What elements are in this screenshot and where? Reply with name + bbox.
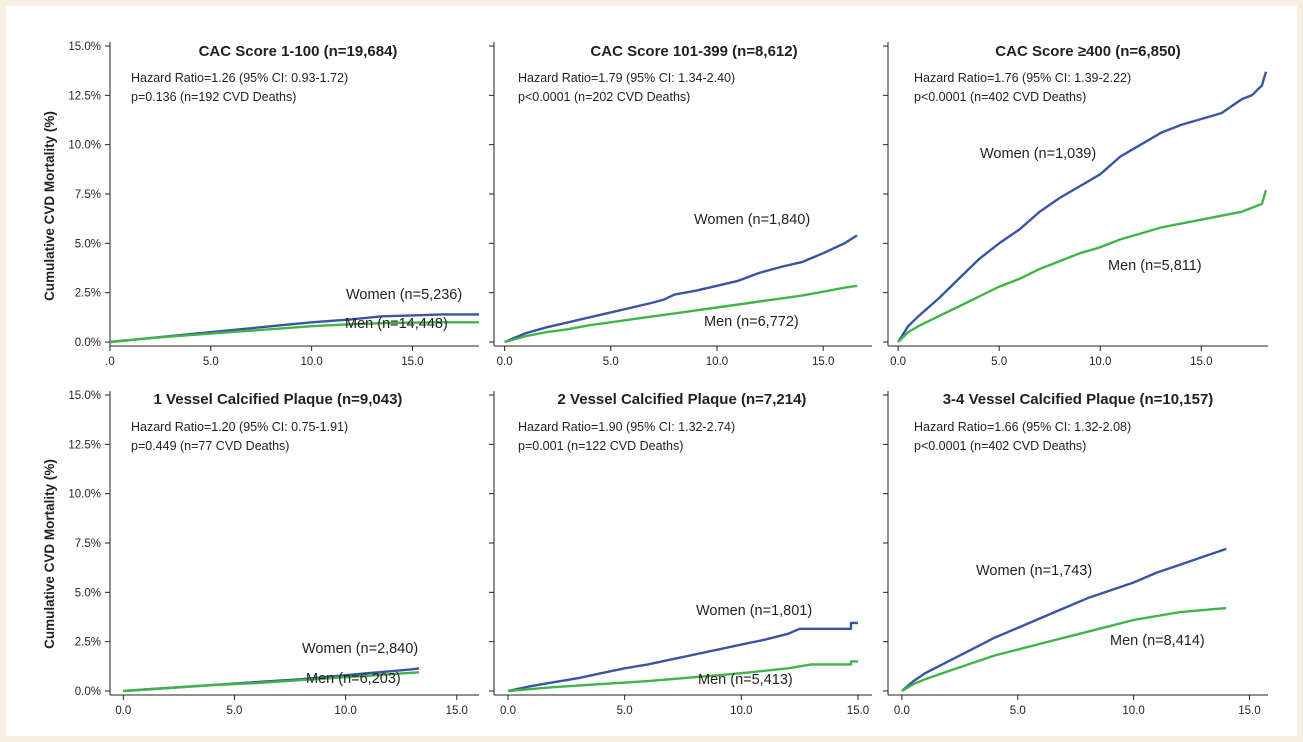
women-curve-label: Women (n=5,236) bbox=[346, 287, 462, 303]
y-tick-label: 15.0% bbox=[68, 390, 101, 402]
women-curve bbox=[897, 71, 1268, 343]
y-tick-label: 10.0% bbox=[68, 489, 101, 501]
x-tick-label: 0.0 bbox=[890, 356, 906, 368]
km-chart-grid: Cumulative CVD Mortality (%) Cumulative … bbox=[42, 41, 1268, 717]
x-tick-label: 15.0 bbox=[1190, 356, 1212, 368]
x-tick-label: 10.0 bbox=[706, 356, 728, 368]
y-tick-label: 12.5% bbox=[68, 90, 101, 102]
men-curve-label: Men (n=14,448) bbox=[345, 316, 448, 332]
men-curve bbox=[123, 671, 420, 693]
x-tick-label: 0.0 bbox=[497, 356, 513, 368]
men-curve-label: Men (n=5,811) bbox=[1108, 258, 1202, 274]
hazard-ratio-text: Hazard Ratio=1.20 (95% CI: 0.75-1.91) bbox=[131, 420, 348, 434]
panel-title: CAC Score ≥400 (n=6,850) bbox=[995, 43, 1180, 60]
hazard-ratio-text: Hazard Ratio=1.90 (95% CI: 1.32-2.74) bbox=[518, 420, 735, 434]
panel-cac-101-399: CAC Score 101-399 (n=8,612) Hazard Ratio… bbox=[489, 42, 872, 368]
y-tick-label: 2.5% bbox=[75, 637, 101, 649]
panel-title: CAC Score 1-100 (n=19,684) bbox=[199, 43, 398, 60]
y-tick-label: 5.0% bbox=[75, 238, 101, 250]
men-curve-label: Men (n=6,203) bbox=[306, 671, 401, 687]
y-tick-label: 15.0% bbox=[68, 41, 101, 53]
x-tick-label: 5.0 bbox=[203, 356, 219, 368]
x-tick-label: 10.0 bbox=[334, 705, 356, 717]
hazard-ratio-text: Hazard Ratio=1.26 (95% CI: 0.93-1.72) bbox=[131, 71, 348, 85]
x-tick-label: 15.0 bbox=[812, 356, 834, 368]
women-curve-label: Women (n=2,840) bbox=[302, 641, 418, 657]
men-curve bbox=[901, 606, 1227, 693]
x-tick-label: 15.0 bbox=[1238, 705, 1260, 717]
x-tick-label: 0.0 bbox=[500, 705, 516, 717]
x-tick-label: 10.0 bbox=[730, 705, 752, 717]
y-tick-label: 12.5% bbox=[68, 439, 101, 451]
men-curve bbox=[109, 321, 479, 344]
hazard-ratio-text: Hazard Ratio=1.79 (95% CI: 1.34-2.40) bbox=[518, 71, 735, 85]
x-tick-label: 10.0 bbox=[1089, 356, 1111, 368]
panel-cac-1-100: CAC Score 1-100 (n=19,684) Hazard Ratio=… bbox=[68, 41, 479, 368]
x-tick-label: 5.0 bbox=[226, 705, 242, 717]
km-figure: Cumulative CVD Mortality (%) Cumulative … bbox=[6, 6, 1297, 736]
x-tick-label: .0 bbox=[105, 356, 115, 368]
panel-title: 2 Vessel Calcified Plaque (n=7,214) bbox=[558, 391, 807, 408]
y-tick-label: 10.0% bbox=[68, 140, 101, 152]
women-curve bbox=[504, 234, 858, 344]
p-value-text: p<0.0001 (n=202 CVD Deaths) bbox=[518, 90, 690, 104]
p-value-text: p<0.0001 (n=402 CVD Deaths) bbox=[914, 90, 1086, 104]
y-axis-label: Cumulative CVD Mortality (%) bbox=[42, 459, 57, 649]
women-curve-label: Women (n=1,039) bbox=[980, 146, 1096, 162]
x-tick-label: 15.0 bbox=[446, 705, 468, 717]
p-value-text: p<0.0001 (n=402 CVD Deaths) bbox=[914, 439, 1086, 453]
x-tick-label: 5.0 bbox=[991, 356, 1007, 368]
x-tick-label: 0.0 bbox=[894, 705, 910, 717]
p-value-text: p=0.449 (n=77 CVD Deaths) bbox=[131, 439, 289, 453]
panel-1-vessel: 1 Vessel Calcified Plaque (n=9,043) Haza… bbox=[68, 390, 479, 717]
women-curve-label: Women (n=1,840) bbox=[694, 212, 810, 228]
panel-title: 3-4 Vessel Calcified Plaque (n=10,157) bbox=[943, 391, 1214, 408]
men-curve bbox=[507, 660, 858, 693]
panel-3-4-vessel: 3-4 Vessel Calcified Plaque (n=10,157) H… bbox=[883, 391, 1268, 717]
women-curve bbox=[901, 547, 1227, 692]
x-tick-label: 5.0 bbox=[617, 705, 633, 717]
panel-cac-400-plus: CAC Score ≥400 (n=6,850) Hazard Ratio=1.… bbox=[883, 42, 1268, 368]
y-tick-label: 7.5% bbox=[75, 189, 101, 201]
y-tick-label: 5.0% bbox=[75, 587, 101, 599]
men-curve-label: Men (n=8,414) bbox=[1110, 633, 1205, 649]
x-tick-label: 0.0 bbox=[115, 705, 131, 717]
y-tick-label: 2.5% bbox=[75, 288, 101, 300]
y-tick-label: 7.5% bbox=[75, 538, 101, 550]
women-curve-label: Women (n=1,743) bbox=[976, 563, 1092, 579]
x-tick-label: 5.0 bbox=[1010, 705, 1026, 717]
men-curve-label: Men (n=6,772) bbox=[704, 314, 799, 330]
women-curve-label: Women (n=1,801) bbox=[696, 603, 812, 619]
p-value-text: p=0.136 (n=192 CVD Deaths) bbox=[131, 90, 296, 104]
y-tick-label: 0.0% bbox=[75, 686, 101, 698]
x-tick-label: 15.0 bbox=[401, 356, 423, 368]
men-curve-label: Men (n=5,413) bbox=[698, 672, 793, 688]
y-tick-label: 0.0% bbox=[75, 337, 101, 349]
hazard-ratio-text: Hazard Ratio=1.76 (95% CI: 1.39-2.22) bbox=[914, 71, 1131, 85]
panel-2-vessel: 2 Vessel Calcified Plaque (n=7,214) Haza… bbox=[489, 391, 872, 717]
men-curve bbox=[504, 284, 858, 344]
panel-title: CAC Score 101-399 (n=8,612) bbox=[590, 43, 797, 60]
panel-title: 1 Vessel Calcified Plaque (n=9,043) bbox=[154, 391, 403, 408]
p-value-text: p=0.001 (n=122 CVD Deaths) bbox=[518, 439, 683, 453]
x-tick-label: 5.0 bbox=[603, 356, 619, 368]
men-curve bbox=[897, 189, 1268, 343]
y-axis-label: Cumulative CVD Mortality (%) bbox=[42, 111, 57, 301]
x-tick-label: 10.0 bbox=[1122, 705, 1144, 717]
women-curve bbox=[507, 621, 858, 693]
hazard-ratio-text: Hazard Ratio=1.66 (95% CI: 1.32-2.08) bbox=[914, 420, 1131, 434]
x-tick-label: 10.0 bbox=[300, 356, 322, 368]
x-tick-label: 15.0 bbox=[847, 705, 869, 717]
